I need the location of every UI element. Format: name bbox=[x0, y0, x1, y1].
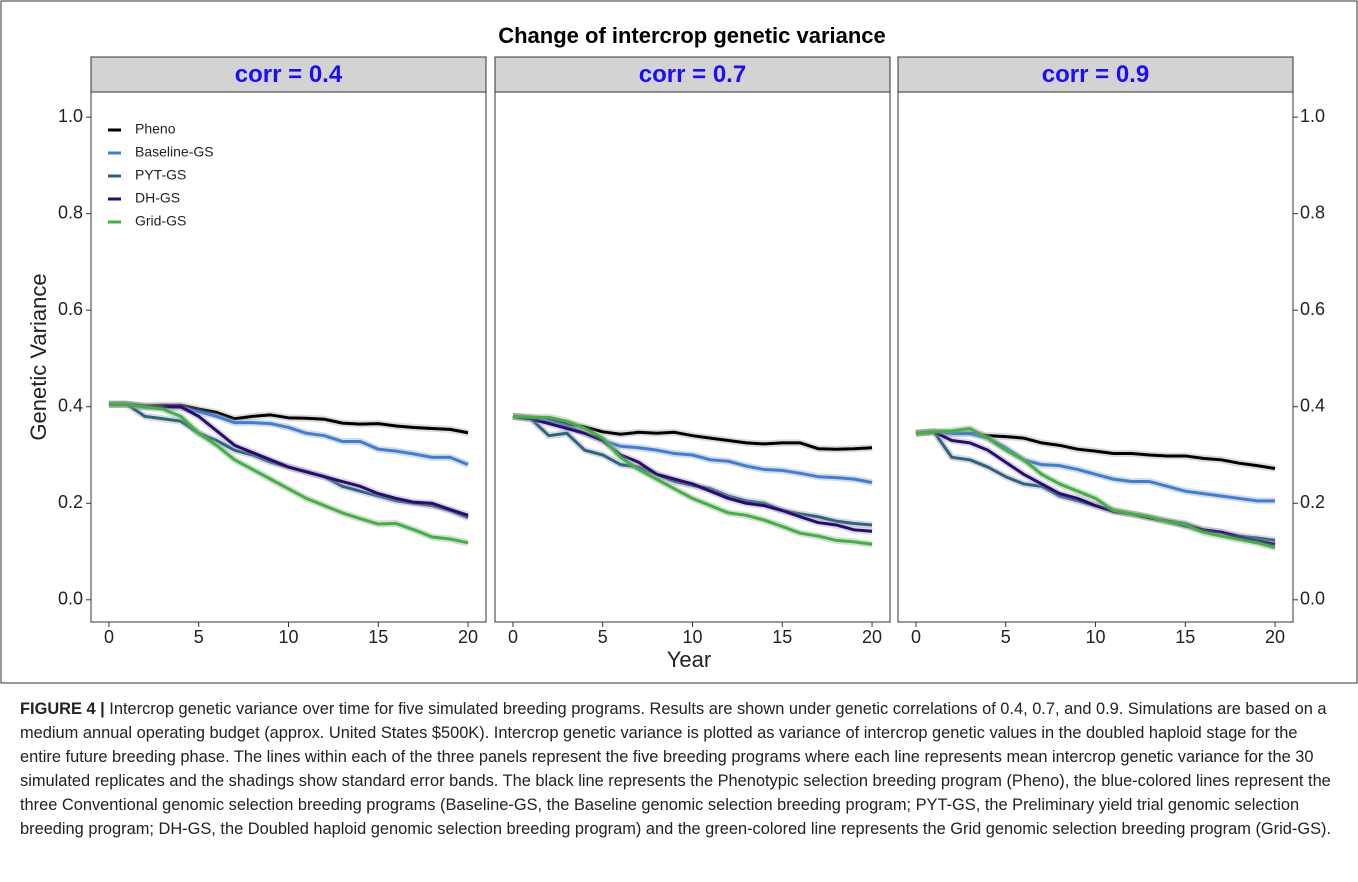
strip bbox=[897, 56, 1294, 93]
y-tick-label: 0.0 bbox=[58, 589, 83, 609]
y-tick-label: 0.8 bbox=[1300, 202, 1325, 222]
series-line bbox=[915, 426, 1276, 550]
x-tick-label: 0 bbox=[104, 627, 114, 647]
x-tick-label: 15 bbox=[772, 627, 792, 647]
y-tick-label: 1.0 bbox=[1300, 106, 1325, 126]
x-tick-label: 10 bbox=[682, 627, 702, 647]
legend-label: Grid-GS bbox=[135, 213, 186, 229]
x-tick-label: 15 bbox=[1175, 627, 1195, 647]
x-tick-label: 5 bbox=[598, 627, 608, 647]
x-tick-label: 0 bbox=[508, 627, 518, 647]
panel bbox=[897, 91, 1294, 623]
y-tick-label: 1.0 bbox=[58, 106, 83, 126]
figure: Change of intercrop genetic variance Yea… bbox=[0, 0, 1358, 684]
x-tick-label: 5 bbox=[1001, 627, 1011, 647]
panel bbox=[494, 91, 891, 623]
panel-title: corr = 0.9 bbox=[1042, 61, 1149, 88]
y-tick-label: 0.2 bbox=[1300, 492, 1325, 512]
y-tick-label: 0.4 bbox=[1300, 395, 1325, 415]
y-tick-label: 0.6 bbox=[1300, 299, 1325, 319]
series-line bbox=[512, 414, 873, 484]
caption-text: Intercrop genetic variance over time for… bbox=[20, 700, 1332, 838]
x-tick-label: 0 bbox=[911, 627, 921, 647]
series-line bbox=[915, 430, 1276, 546]
caption-label: FIGURE 4 | bbox=[20, 700, 105, 718]
series-line bbox=[108, 402, 469, 517]
caption: FIGURE 4 | Intercrop genetic variance ov… bbox=[20, 697, 1340, 841]
chart-title: Change of intercrop genetic variance bbox=[498, 23, 886, 48]
x-tick-label: 20 bbox=[1265, 627, 1285, 647]
x-tick-label: 5 bbox=[194, 627, 204, 647]
legend-label: Baseline-GS bbox=[135, 144, 214, 160]
x-tick-label: 20 bbox=[862, 627, 882, 647]
x-tick-label: 15 bbox=[368, 627, 388, 647]
panel-title: corr = 0.4 bbox=[235, 61, 343, 88]
y-tick-label: 0.2 bbox=[58, 492, 83, 512]
strip bbox=[494, 56, 891, 93]
series-line bbox=[512, 414, 873, 546]
y-axis-label: Genetic Variance bbox=[26, 273, 51, 440]
x-tick-label: 10 bbox=[1085, 627, 1105, 647]
strip bbox=[90, 56, 487, 93]
series-line bbox=[512, 414, 873, 533]
legend-label: Pheno bbox=[135, 121, 176, 137]
x-axis-label: Year bbox=[667, 647, 711, 672]
legend-label: PYT-GS bbox=[135, 167, 186, 183]
series-line bbox=[915, 430, 1276, 503]
y-tick-label: 0.6 bbox=[58, 299, 83, 319]
x-tick-label: 10 bbox=[278, 627, 298, 647]
panel-title: corr = 0.7 bbox=[639, 61, 746, 88]
y-tick-label: 0.0 bbox=[1300, 589, 1325, 609]
y-tick-label: 0.4 bbox=[58, 395, 83, 415]
x-tick-label: 20 bbox=[458, 627, 478, 647]
series-line bbox=[108, 402, 469, 545]
y-tick-label: 0.8 bbox=[58, 202, 83, 222]
legend-label: DH-GS bbox=[135, 190, 180, 206]
